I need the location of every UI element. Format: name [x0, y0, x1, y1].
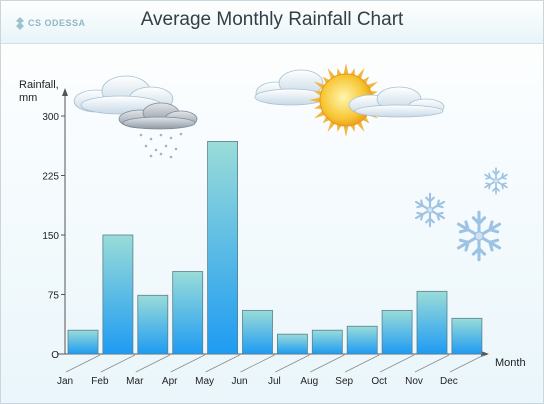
sun-ray	[314, 104, 322, 109]
x-tick-mark	[65, 354, 101, 373]
x-tick-mark	[379, 354, 415, 373]
x-tick-mark	[345, 354, 380, 373]
bar-sep	[346, 325, 378, 355]
bar-aug	[311, 329, 343, 355]
chart-title: Average Monthly Rainfall Chart	[140, 9, 404, 30]
x-tick-mark	[310, 354, 345, 373]
x-tick-label: Jul	[268, 376, 281, 387]
x-tick-label: Sep	[335, 376, 353, 387]
x-tick-mark	[205, 354, 240, 373]
x-tick-label: Apr	[162, 376, 178, 387]
sun-ray	[313, 81, 325, 90]
y-tick-label: 225	[42, 172, 59, 183]
y-tick-label: 75	[48, 291, 60, 302]
x-tick-label: Jan	[57, 376, 73, 387]
x-tick-mark	[414, 354, 450, 373]
y-axis-arrow	[62, 88, 68, 96]
sun-ray	[367, 81, 379, 90]
bar-jul	[276, 333, 308, 355]
x-tick-label: Dec	[440, 376, 458, 387]
x-tick-mark	[275, 354, 310, 373]
sun-ray	[356, 67, 365, 79]
logo-text: CS ODESSA	[28, 18, 86, 28]
y-tick-label: 150	[42, 231, 59, 242]
sun-ray	[327, 121, 336, 133]
sun-ray	[343, 125, 349, 137]
x-tick-label: Jun	[231, 376, 247, 387]
sun-ray	[356, 121, 365, 133]
title-bar: CS ODESSA Average Monthly Rainfall Chart	[1, 1, 543, 44]
x-axis-label: Month	[495, 357, 526, 369]
bar-jun	[242, 309, 273, 355]
sun-ray	[337, 124, 342, 132]
x-tick-mark	[135, 354, 170, 373]
x-tick-label: Aug	[300, 376, 318, 387]
bar-feb	[102, 234, 134, 355]
sun-ray	[309, 97, 321, 103]
x-tick-label: Nov	[405, 376, 423, 387]
x-tick-mark	[170, 354, 205, 373]
sun-cloud-icon	[254, 63, 445, 137]
sun-ray	[343, 63, 349, 75]
x-tick-label: Mar	[126, 376, 144, 387]
logo: CS ODESSA	[15, 15, 86, 31]
sun-ray	[350, 68, 355, 76]
bar-may	[207, 140, 239, 355]
sun-ray	[313, 110, 325, 119]
sun-ray	[370, 91, 378, 96]
x-tick-label: Feb	[91, 376, 109, 387]
sun-ray	[350, 124, 355, 132]
x-tick-mark	[449, 354, 485, 373]
bar-dec	[451, 317, 483, 355]
x-tick-mark	[100, 354, 136, 373]
bar-nov	[416, 290, 448, 355]
sun-ray	[327, 67, 336, 79]
y-axis-label: Rainfall, mm	[19, 79, 59, 104]
snowflake-icon	[414, 167, 508, 262]
x-tick-mark	[240, 354, 275, 373]
sun-ray	[314, 91, 322, 96]
y-tick-label: 300	[42, 112, 59, 123]
logo-icon	[16, 16, 24, 30]
bar-mar	[137, 294, 169, 355]
x-tick-label: May	[195, 376, 214, 387]
bar-jan	[67, 329, 99, 355]
y-tick-label: O	[51, 350, 59, 361]
sun-ray	[337, 68, 342, 76]
bars	[67, 140, 483, 355]
bar-apr	[172, 271, 204, 355]
bar-oct	[381, 309, 413, 355]
ticks: O 75 150 225 300 Jan Feb Mar Apr May Jun Jul Aug Sep O…	[42, 112, 485, 387]
rain-cloud-icon	[73, 75, 198, 159]
x-tick-label: Oct	[371, 376, 387, 387]
